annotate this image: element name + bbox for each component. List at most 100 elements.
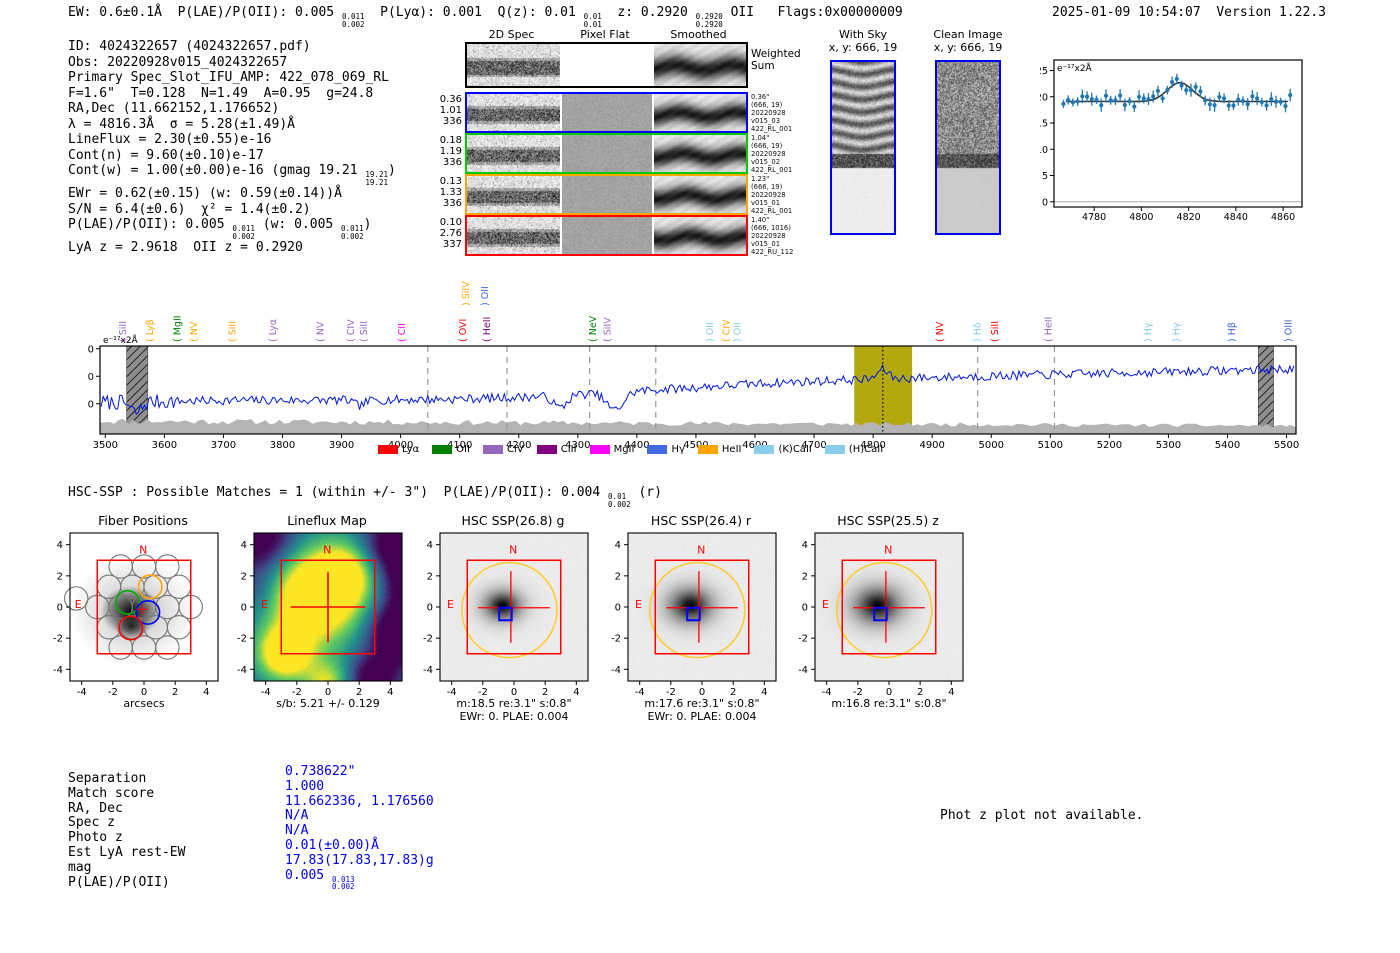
emission-line-label: ( SiII — [359, 321, 370, 342]
label-line: Sum — [751, 60, 775, 72]
emission-line-label: ( Lyβ — [145, 319, 156, 342]
spec2d-row-right-labels: 1.40" (666, 1016) 20220928 v015_01 422_RU_11… — [751, 216, 793, 256]
legend-label: CIII — [560, 444, 577, 455]
svg-text:2: 2 — [917, 687, 923, 698]
svg-text:-4: -4 — [611, 665, 621, 676]
label-line: (666, 1016) — [751, 224, 791, 232]
spec2d-image-noisy — [467, 94, 560, 131]
legend-label: (K)CaII — [778, 444, 812, 455]
svg-text:0: 0 — [615, 603, 621, 614]
spec2d-image-blank — [562, 44, 652, 86]
svg-text:2: 2 — [802, 571, 808, 582]
svg-text:-2: -2 — [53, 634, 63, 645]
emission-line-label: ( NV — [935, 321, 946, 342]
svg-text:-2: -2 — [423, 634, 433, 645]
emission-line-label: ( SiII — [227, 321, 238, 342]
spec2d-left-label: 0.13 — [439, 176, 462, 187]
emission-line-label: ( CIV — [346, 319, 357, 342]
spec2d-row — [465, 174, 748, 215]
svg-text:5500: 5500 — [1274, 440, 1299, 451]
svg-text:4: 4 — [948, 687, 954, 698]
info-line: λ = 4816.3Å σ = 5.28(±1.49)Å — [68, 116, 295, 132]
spec2d-image-flat — [562, 135, 652, 172]
legend-label: CIV — [506, 444, 524, 455]
info-line: Cont(w) = 1.00(±0.00)e-16 (gmag 19.21 19… — [68, 163, 396, 187]
svg-text:5100: 5100 — [1038, 440, 1063, 451]
emission-line-label: ) OII — [732, 322, 743, 342]
legend-swatch — [824, 445, 845, 454]
info-line: S/N = 6.4(±0.6) χ² = 1.4(±0.2) — [68, 201, 311, 217]
spec2d-row-left-labels: 0.36 1.01 336 — [434, 94, 462, 127]
emission-line-label: ( HeII — [1044, 317, 1055, 342]
sky-panel-title: Clean Image x, y: 666, 19 — [913, 28, 1023, 54]
spec2d-column-header: Pixel Flat — [580, 28, 630, 41]
cutout-image-hsc — [815, 533, 963, 681]
match-table-label: RA, Dec — [68, 800, 123, 816]
emission-line-label: ( SiII — [990, 321, 1001, 342]
legend-item: CIV — [482, 444, 524, 455]
emission-line-label: ( SiIV — [602, 317, 613, 342]
info-line: LyA z = 2.9618 OII z = 0.2920 — [68, 240, 303, 256]
spec2d-image-flat — [562, 217, 652, 254]
svg-text:3900: 3900 — [329, 440, 354, 451]
legend-label: Lyα — [402, 444, 420, 455]
spec2d-image-noisy — [467, 135, 560, 172]
spec2d-image-noisy — [467, 176, 560, 213]
emission-line-label: ) Hβ — [1227, 322, 1238, 342]
cutout-sub2-label: EWr: 0. PLAE: 0.004 — [647, 710, 757, 723]
label-line: 20220928 — [751, 232, 786, 240]
svg-text:30: 30 — [88, 344, 94, 355]
svg-text:E: E — [261, 598, 268, 611]
match-table-value: 0.005 0.013 0.002 — [285, 867, 355, 892]
svg-text:20: 20 — [88, 372, 94, 383]
spec2d-image-flat — [562, 94, 652, 131]
legend-item: Hγ — [647, 444, 685, 455]
sky-panel-title: With Sky x, y: 666, 19 — [808, 28, 918, 54]
svg-text:2: 2 — [57, 571, 63, 582]
spec2d-left-label: 0.18 — [439, 135, 462, 146]
svg-text:4500: 4500 — [683, 440, 708, 451]
svg-text:4: 4 — [57, 540, 63, 551]
svg-text:3700: 3700 — [211, 440, 236, 451]
cutout-title: Lineflux Map — [287, 513, 367, 528]
svg-text:0: 0 — [802, 603, 808, 614]
legend-item: MgII — [589, 444, 634, 455]
svg-text:N: N — [139, 543, 147, 556]
svg-text:N: N — [509, 543, 517, 556]
report-datetime: 2025-01-09 10:54:07 Version 1.22.3 — [1052, 5, 1326, 20]
svg-text:-4: -4 — [798, 665, 808, 676]
match-table-label: mag — [68, 859, 92, 875]
svg-text:E: E — [447, 598, 454, 611]
svg-text:4: 4 — [761, 687, 767, 698]
emission-line-label: ( MgII — [172, 315, 183, 342]
emission-line-label: ( Lyα — [268, 319, 279, 342]
label-line: 422_RL_001 — [751, 125, 793, 133]
svg-text:4780: 4780 — [1082, 212, 1106, 222]
svg-text:4700: 4700 — [801, 440, 826, 451]
legend-swatch — [536, 445, 557, 454]
emission-line-label: ) Hδ — [973, 322, 984, 342]
spec2d-row-left-labels: 0.10 2.76 337 — [434, 217, 462, 250]
svg-text:-4: -4 — [53, 665, 63, 676]
legend-item: Lyα — [378, 444, 419, 455]
spec2d-row-right-labels: 1.04" (666, 19) 20220928 v015_02 422_RL_001 — [751, 134, 792, 174]
info-line: Cont(n) = 9.60(±0.10)e-17 — [68, 147, 264, 163]
emission-line-label: ( NeV — [588, 315, 599, 342]
match-table-label: Separation — [68, 771, 147, 786]
legend-item: OII — [432, 444, 470, 455]
match-table-label: Photo z — [68, 830, 123, 846]
svg-text:0: 0 — [57, 603, 63, 614]
svg-text:5000: 5000 — [979, 440, 1004, 451]
spec2d-left-label: 337 — [442, 239, 462, 250]
svg-text:-2: -2 — [666, 687, 676, 698]
cutout-panel: HSC SSP(25.5) z N E -4 -2 0 2 4 -4 -2 0 2 4 m:16.8 re… — [779, 513, 991, 728]
svg-text:0: 0 — [699, 687, 705, 698]
title-line: Clean Image — [933, 28, 1003, 41]
label-line: v015_02 — [751, 158, 781, 166]
cutout-sub-label: m:18.5 re:3.1" s:0.8" — [456, 697, 572, 710]
svg-text:10: 10 — [1040, 145, 1048, 156]
emission-line-label: ( OVI — [458, 319, 469, 342]
emission-line-label: ) Hγ — [1172, 322, 1183, 342]
spec2d-image-smooth — [654, 135, 746, 172]
legend-swatch — [589, 445, 610, 454]
